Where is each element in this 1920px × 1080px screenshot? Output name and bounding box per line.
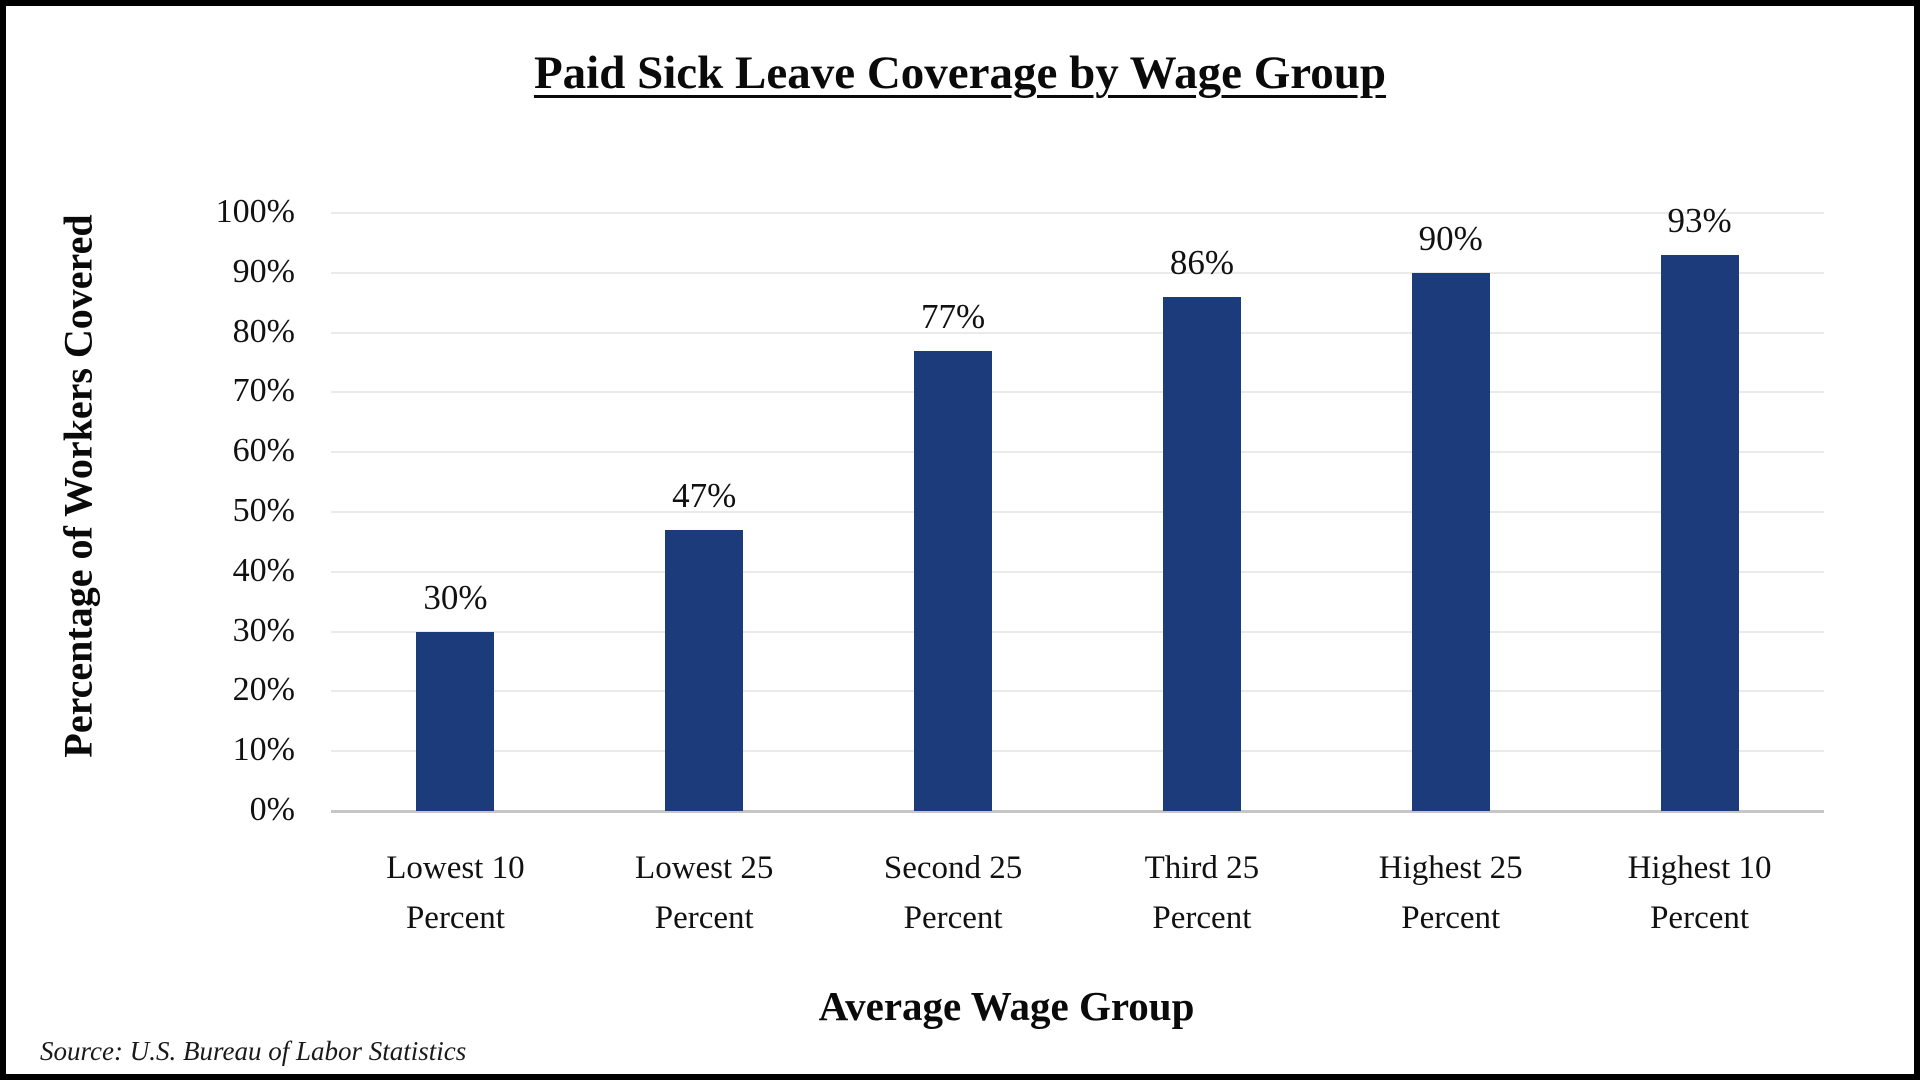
bar-series: 30% 47% 77% 86% 90% 93% [331, 203, 1824, 811]
bar-slot: 90% [1326, 213, 1575, 811]
category-label: Lowest 25 Percent [635, 850, 774, 936]
bar [416, 631, 495, 811]
x-axis-baseline [331, 810, 1824, 813]
gridline [331, 212, 1824, 214]
bar-value-label: 90% [1418, 218, 1483, 258]
bar-value-label: 93% [1667, 200, 1732, 240]
gridline [331, 391, 1824, 394]
bar [1660, 254, 1739, 811]
bar-slot: 86% [1077, 213, 1326, 811]
y-tick-label: 60% [232, 432, 295, 470]
gridline [331, 690, 1824, 693]
y-tick-label: 50% [232, 492, 295, 530]
y-tick-label: 20% [232, 671, 295, 709]
y-tick-label: 90% [232, 253, 295, 291]
bar-value-label: 77% [920, 296, 986, 336]
y-tick-label: 70% [232, 372, 295, 410]
bar [665, 529, 744, 811]
bar-value-label: 30% [423, 577, 488, 617]
bar-slot: 30% [331, 213, 580, 811]
x-axis-category-labels: Lowest 10 Percent Lowest 25 Percent Second… [331, 844, 1824, 943]
category-label: Third 25 Percent [1144, 850, 1260, 936]
plot-area: 0% 10% 20% 30% 40% 50% 60% 70% 80% 90% 100% 30% 47%… [216, 193, 1824, 828]
x-axis-title: Average Wage Group [818, 983, 1195, 1029]
gridline [331, 331, 1824, 334]
y-tick-label: 40% [232, 552, 295, 590]
source-note: Source: U.S. Bureau of Labor Statistics [40, 1036, 467, 1066]
category-label: Lowest 10 Percent [386, 850, 525, 936]
gridline [331, 630, 1824, 633]
category-label: Highest 25 Percent [1378, 850, 1523, 936]
bar [1162, 296, 1241, 811]
bar-slot: 77% [829, 213, 1078, 811]
gridline [331, 271, 1824, 274]
chart-title: Paid Sick Leave Coverage by Wage Group [533, 47, 1387, 99]
category-label: Highest 10 Percent [1627, 850, 1772, 936]
y-tick-label: 0% [249, 791, 295, 829]
category-label: Second 25 Percent [883, 850, 1023, 936]
bar [914, 350, 993, 811]
y-tick-label: 30% [232, 611, 295, 649]
bar [1411, 272, 1490, 811]
bar-slot: 47% [580, 213, 829, 811]
gridline [331, 451, 1824, 454]
gridline [331, 511, 1824, 513]
bar-value-label: 86% [1169, 242, 1234, 282]
gridline [331, 750, 1824, 753]
bar-slot: 93% [1575, 203, 1824, 811]
bar-value-label: 47% [672, 475, 737, 515]
y-tick-label: 10% [232, 731, 295, 769]
y-tick-label: 100% [215, 193, 295, 231]
y-axis-title: Percentage of Workers Covered [55, 214, 101, 758]
gridline [331, 570, 1824, 573]
y-tick-label: 80% [232, 312, 295, 350]
